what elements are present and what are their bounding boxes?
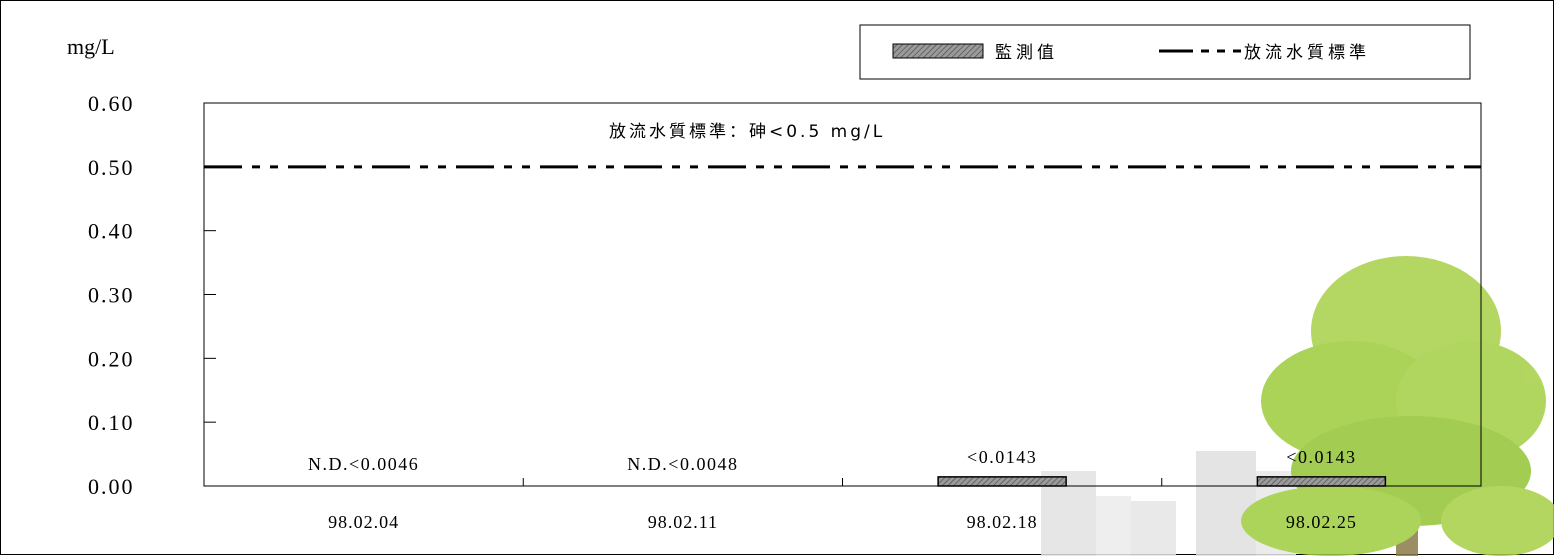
data-label: N.D.<0.0048 bbox=[627, 454, 738, 474]
y-tick-label: 0.50 bbox=[88, 155, 135, 180]
data-label: <0.0143 bbox=[1286, 447, 1356, 467]
y-tick-label: 0.60 bbox=[88, 91, 135, 116]
y-tick-label: 0.10 bbox=[88, 410, 135, 435]
y-tick-label: 0.30 bbox=[88, 283, 135, 308]
y-axis: 0.00 0.10 0.20 0.30 0.40 0.50 0.60 bbox=[88, 91, 216, 499]
data-labels: N.D.<0.0046 N.D.<0.0048 <0.0143 <0.0143 bbox=[308, 447, 1356, 474]
bar-series bbox=[937, 476, 1387, 487]
background-decoration bbox=[1041, 256, 1554, 556]
data-label: <0.0143 bbox=[967, 447, 1037, 467]
tree-icon bbox=[1241, 256, 1554, 556]
legend-series-label: 監測值 bbox=[995, 43, 1058, 63]
y-axis-unit: mg/L bbox=[67, 34, 115, 59]
x-axis: 98.02.04 98.02.11 98.02.18 98.02.25 bbox=[328, 478, 1357, 532]
y-tick-label: 0.40 bbox=[88, 219, 135, 244]
x-tick-label: 98.02.11 bbox=[648, 512, 718, 532]
x-tick-label: 98.02.04 bbox=[328, 512, 399, 532]
legend-reference-label: 放流水質標準 bbox=[1244, 43, 1370, 63]
y-tick-label: 0.20 bbox=[88, 346, 135, 371]
x-tick-label: 98.02.25 bbox=[1286, 512, 1357, 532]
legend-bar-swatch bbox=[892, 43, 984, 59]
y-tick-label: 0.00 bbox=[88, 474, 135, 499]
x-tick-label: 98.02.18 bbox=[967, 512, 1038, 532]
standard-annotation: 放流水質標準：砷<0.5 mg/L bbox=[609, 122, 885, 142]
legend: 監測值 放流水質標準 bbox=[859, 24, 1471, 80]
bar bbox=[937, 476, 1067, 487]
data-label: N.D.<0.0046 bbox=[308, 454, 419, 474]
bar bbox=[1256, 476, 1387, 487]
